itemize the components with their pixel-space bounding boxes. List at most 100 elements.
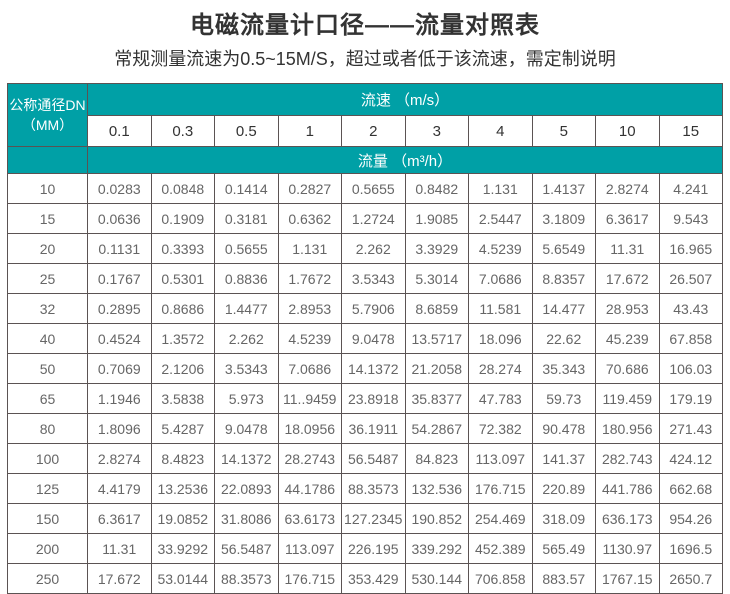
flow-value-cell: 9.0478 [214,413,279,444]
dn-cell: 25 [7,263,88,294]
flow-value-cell: 13.2536 [150,473,215,504]
flow-value-cell: 70.686 [595,353,660,384]
flow-comparison-table: 公称通径DN （MM） 流速 （m/s） 0.1 0.3 0.5 1 2 3 4 5 10 15 … [7,83,723,594]
flow-value-cell: 0.7069 [87,353,152,384]
flow-value-cell: 56.5487 [341,443,406,474]
flow-value-cell: 31.8086 [214,503,279,534]
flow-value-cell: 18.096 [468,323,533,354]
dn-cell: 10 [7,173,88,204]
flow-value-cell: 45.239 [595,323,660,354]
flow-value-cell: 11.31 [595,233,660,264]
flow-value-cell: 2650.7 [658,563,723,594]
dn-cell: 15 [7,203,88,234]
flow-value-cell: 1.9085 [404,203,469,234]
velocity-value-cell: 0.5 [214,115,279,147]
flow-value-cell: 7.0686 [277,353,342,384]
flow-value-cell: 1.131 [468,173,533,204]
velocity-value-cell: 10 [595,115,660,147]
flow-value-cell: 353.429 [341,563,406,594]
page-subtitle: 常规测量流速为0.5~15M/S，超过或者低于该流速，需定制说明 [114,49,616,69]
flow-value-cell: 1.4137 [531,173,596,204]
flow-value-cell: 1767.15 [595,563,660,594]
flow-value-cell: 16.965 [658,233,723,264]
flow-value-cell: 43.43 [658,293,723,324]
flow-value-cell: 9.543 [658,203,723,234]
flow-value-cell: 0.3393 [150,233,215,264]
flow-value-cell: 2.8274 [87,443,152,474]
flow-value-cell: 14.477 [531,293,596,324]
table-body: 10 0.0283 0.0848 0.1414 0.2827 0.5655 0.8482 1.… [7,173,723,594]
flow-value-cell: 4.5239 [468,233,533,264]
flow-value-cell: 22.0893 [214,473,279,504]
velocity-value-cell: 1 [277,115,342,147]
flow-value-cell: 176.715 [277,563,342,594]
flow-value-cell: 0.6362 [277,203,342,234]
flow-value-cell: 0.1131 [87,233,152,264]
flow-value-cell: 2.8953 [277,293,342,324]
flow-value-cell: 1.3572 [150,323,215,354]
flow-value-cell: 176.715 [468,473,533,504]
flow-value-cell: 3.5838 [150,383,215,414]
dn-cell: 200 [7,533,88,564]
flow-value-cell: 28.953 [595,293,660,324]
flow-value-cell: 0.8482 [404,173,469,204]
flow-value-cell: 33.9292 [150,533,215,564]
flow-value-cell: 0.2827 [277,173,342,204]
flow-value-cell: 0.2895 [87,293,152,324]
flow-value-cell: 0.3181 [214,203,279,234]
flow-value-cell: 113.097 [468,443,533,474]
flow-header-cell: 流量 （m³/h） [87,146,723,174]
flow-value-cell: 318.09 [531,503,596,534]
flow-value-cell: 1696.5 [658,533,723,564]
flow-value-cell: 84.823 [404,443,469,474]
velocity-header-row: 公称通径DN （MM） 流速 （m/s） [7,83,723,147]
flow-value-cell: 53.0144 [150,563,215,594]
flow-value-cell: 530.144 [404,563,469,594]
flow-value-cell: 0.8686 [150,293,215,324]
flow-value-cell: 3.5343 [214,353,279,384]
flow-value-cell: 3.1809 [531,203,596,234]
flow-value-cell: 90.478 [531,413,596,444]
flow-value-cell: 8.8357 [531,263,596,294]
flow-value-cell: 9.0478 [341,323,406,354]
flow-value-cell: 23.8918 [341,383,406,414]
flow-value-cell: 2.5447 [468,203,533,234]
dn-cell: 65 [7,383,88,414]
flow-value-cell: 0.1767 [87,263,152,294]
velocity-value-cell: 0.3 [150,115,215,147]
flow-value-cell: 22.62 [531,323,596,354]
flow-value-cell: 18.0956 [277,413,342,444]
flow-value-cell: 565.49 [531,533,596,564]
flow-value-cell: 5.6549 [531,233,596,264]
table-row: 40 0.4524 1.3572 2.262 4.5239 9.0478 13.5717 18… [7,323,723,354]
table-row: 10 0.0283 0.0848 0.1414 0.2827 0.5655 0.8482 1.… [7,173,723,204]
flow-value-cell: 7.0686 [468,263,533,294]
flow-value-cell: 220.89 [531,473,596,504]
dn-cell: 32 [7,293,88,324]
flow-value-cell: 8.4823 [150,443,215,474]
flow-value-cell: 4.4179 [87,473,152,504]
flow-value-cell: 271.43 [658,413,723,444]
flow-value-cell: 1.131 [277,233,342,264]
velocity-value-cell: 15 [658,115,723,147]
flow-value-cell: 113.097 [277,533,342,564]
dn-cell: 125 [7,473,88,504]
table-row: 65 1.1946 3.5838 5.973 11..9459 23.8918 35.837… [7,383,723,414]
page-title: 电磁流量计口径——流量对照表 [190,12,540,39]
flow-value-cell: 190.852 [404,503,469,534]
flow-value-cell: 28.274 [468,353,533,384]
flow-value-cell: 127.2345 [341,503,406,534]
flow-value-cell: 132.536 [404,473,469,504]
flow-value-cell: 339.292 [404,533,469,564]
velocity-header-cell: 流速 （m/s） [87,83,723,116]
table-row: 100 2.8274 8.4823 14.1372 28.2743 56.5487 84.8… [7,443,723,474]
table-row: 150 6.3617 19.0852 31.8086 63.6173 127.2345 19… [7,503,723,534]
dn-cell: 40 [7,323,88,354]
flow-value-cell: 1.4477 [214,293,279,324]
table-row: 125 4.4179 13.2536 22.0893 44.1786 88.3573 132… [7,473,723,504]
flow-value-cell: 44.1786 [277,473,342,504]
dn-cell: 100 [7,443,88,474]
flow-value-cell: 28.2743 [277,443,342,474]
flow-value-cell: 1.7672 [277,263,342,294]
table-row: 15 0.0636 0.1909 0.3181 0.6362 1.2724 1.9085 2.… [7,203,723,234]
